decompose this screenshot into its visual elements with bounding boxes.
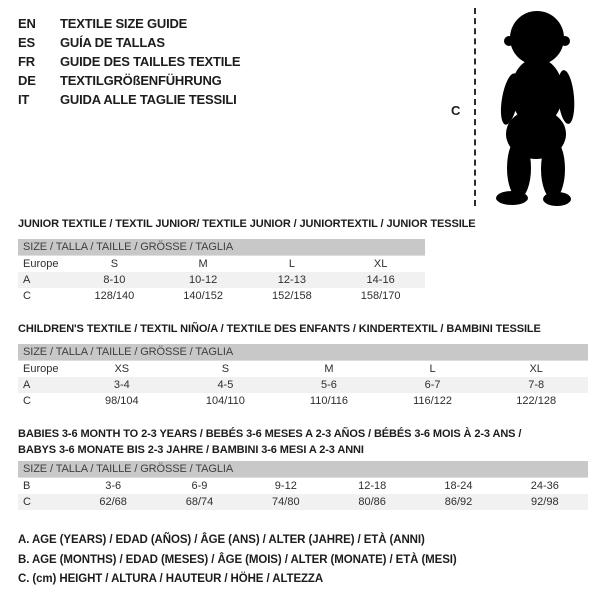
- toddler-silhouette-image: [496, 11, 575, 206]
- table-cell: 12-13: [277, 274, 306, 286]
- junior-size-table: SIZE / TALLA / TAILLE / GRÖSSE / TAGLIA …: [18, 239, 425, 304]
- table-cell: 80/86: [358, 496, 386, 508]
- table-cell: M: [198, 258, 208, 270]
- table-cell: 7-8: [528, 379, 545, 391]
- table-cell: 92/98: [531, 496, 559, 508]
- table-cell: 116/122: [413, 395, 453, 407]
- measure-legend: A. AGE (YEARS) / EDAD (AÑOS) / ÂGE (ANS)…: [18, 531, 457, 590]
- size-header-bar: SIZE / TALLA / TAILLE / GRÖSSE / TAGLIA: [18, 461, 588, 478]
- table-cell: 24-36: [530, 480, 559, 492]
- table-row: C 128/140 140/152 152/158 158/170: [18, 288, 425, 304]
- table-cell: 158/170: [360, 290, 401, 302]
- height-measure-label: C: [451, 103, 461, 118]
- table-cell: 6-7: [424, 379, 441, 391]
- table-row: C 62/68 68/74 74/80 80/86 86/92 92/98: [18, 494, 588, 510]
- legend-note-b: B. AGE (MONTHS) / EDAD (MESES) / ÂGE (MO…: [18, 553, 457, 566]
- guide-title-fr: GUIDE DES TAILLES TEXTILE: [60, 54, 241, 69]
- table-cell: 98/104: [104, 395, 139, 407]
- table-cell: M: [324, 363, 334, 375]
- table-cell: 10-12: [189, 274, 218, 286]
- row-label: C: [23, 496, 31, 508]
- table-cell: 3-4: [113, 379, 130, 391]
- row-label: A: [23, 274, 31, 286]
- table-cell: 110/116: [309, 395, 349, 407]
- table-cell: 62/68: [99, 496, 127, 508]
- table-cell: 4-5: [217, 379, 234, 391]
- row-label: Europe: [23, 258, 59, 270]
- table-cell: 104/110: [205, 395, 245, 407]
- table-row: C 98/104 104/110 110/116 116/122 122/128: [18, 393, 588, 409]
- table-cell: XL: [373, 258, 388, 270]
- babies-table-title: BABIES 3-6 MONTH TO 2-3 YEARS / BEBÉS 3-…: [18, 426, 521, 458]
- row-label: C: [23, 290, 31, 302]
- junior-table-title: JUNIOR TEXTILE / TEXTIL JUNIOR/ TEXTILE …: [18, 218, 476, 230]
- guide-title-en: TEXTILE SIZE GUIDE: [60, 16, 188, 31]
- table-row: B 3-6 6-9 9-12 12-18 18-24 24-36: [18, 478, 588, 495]
- babies-table-title-line2: BABYS 3-6 MONATE BIS 2-3 JAHRE / BAMBINI…: [18, 444, 364, 456]
- height-measure-dashed-line: [474, 8, 476, 206]
- table-cell: 18-24: [444, 480, 473, 492]
- table-cell: 12-18: [358, 480, 387, 492]
- babies-size-table: SIZE / TALLA / TAILLE / GRÖSSE / TAGLIA …: [18, 461, 588, 510]
- table-cell: 74/80: [272, 496, 300, 508]
- table-cell: 128/140: [94, 290, 135, 302]
- language-code: FR: [18, 54, 35, 69]
- language-row-de: DE TEXTILGRÖßENFÜHRUNG: [18, 71, 240, 90]
- table-cell: 68/74: [185, 496, 214, 508]
- size-header-bar: SIZE / TALLA / TAILLE / GRÖSSE / TAGLIA: [18, 344, 588, 361]
- language-code: EN: [18, 16, 36, 31]
- table-row: Europe XS S M L XL: [18, 361, 588, 378]
- table-cell: 3-6: [105, 480, 122, 492]
- table-cell: S: [110, 258, 119, 270]
- legend-note-a: A. AGE (YEARS) / EDAD (AÑOS) / ÂGE (ANS)…: [18, 534, 425, 546]
- table-row: Europe S M L XL: [18, 256, 425, 273]
- table-cell: 140/152: [183, 290, 223, 302]
- language-code: IT: [18, 92, 30, 107]
- guide-title-de: TEXTILGRÖßENFÜHRUNG: [60, 73, 222, 88]
- table-row: A 3-4 4-5 5-6 6-7 7-8: [18, 377, 588, 393]
- table-cell: L: [429, 363, 436, 375]
- children-table-title: CHILDREN'S TEXTILE / TEXTIL NIÑO/A / TEX…: [18, 323, 541, 335]
- language-code: DE: [18, 73, 36, 88]
- table-cell: XL: [529, 363, 543, 375]
- size-header-bar: SIZE / TALLA / TAILLE / GRÖSSE / TAGLIA: [18, 239, 425, 256]
- row-label: Europe: [23, 363, 59, 375]
- row-label: C: [23, 395, 31, 407]
- table-cell: 5-6: [321, 379, 337, 391]
- row-label: A: [23, 379, 31, 391]
- language-row-it: IT GUIDA ALLE TAGLIE TESSILI: [18, 90, 240, 109]
- table-cell: 6-9: [191, 480, 208, 492]
- legend-note-c: C. (cm) HEIGHT / ALTURA / HAUTEUR / HÖHE…: [18, 573, 324, 585]
- table-cell: 8-10: [103, 274, 126, 286]
- language-row-fr: FR GUIDE DES TAILLES TEXTILE: [18, 52, 241, 71]
- table-cell: 152/158: [271, 290, 312, 302]
- table-cell: 86/92: [444, 496, 473, 508]
- children-size-table: SIZE / TALLA / TAILLE / GRÖSSE / TAGLIA …: [18, 344, 588, 409]
- table-cell: 122/128: [516, 395, 557, 407]
- language-row-es: ES GUÍA DE TALLAS: [18, 33, 240, 52]
- row-label: B: [23, 480, 31, 492]
- table-cell: XS: [114, 363, 130, 375]
- guide-title-es: GUÍA DE TALLAS: [60, 35, 165, 50]
- table-row: A 8-10 10-12 12-13 14-16: [18, 272, 425, 288]
- language-code: ES: [18, 35, 35, 50]
- table-cell: L: [288, 258, 295, 270]
- table-cell: S: [221, 363, 230, 375]
- guide-title-it: GUIDA ALLE TAGLIE TESSILI: [60, 92, 237, 107]
- language-row-en: EN TEXTILE SIZE GUIDE: [18, 14, 240, 33]
- babies-table-title-line1: BABIES 3-6 MONTH TO 2-3 YEARS / BEBÉS 3-…: [18, 428, 522, 440]
- table-cell: 9-12: [274, 480, 297, 492]
- language-title-list: EN TEXTILE SIZE GUIDE ES GUÍA DE TALLAS FR…: [18, 14, 241, 109]
- table-cell: 14-16: [366, 274, 395, 286]
